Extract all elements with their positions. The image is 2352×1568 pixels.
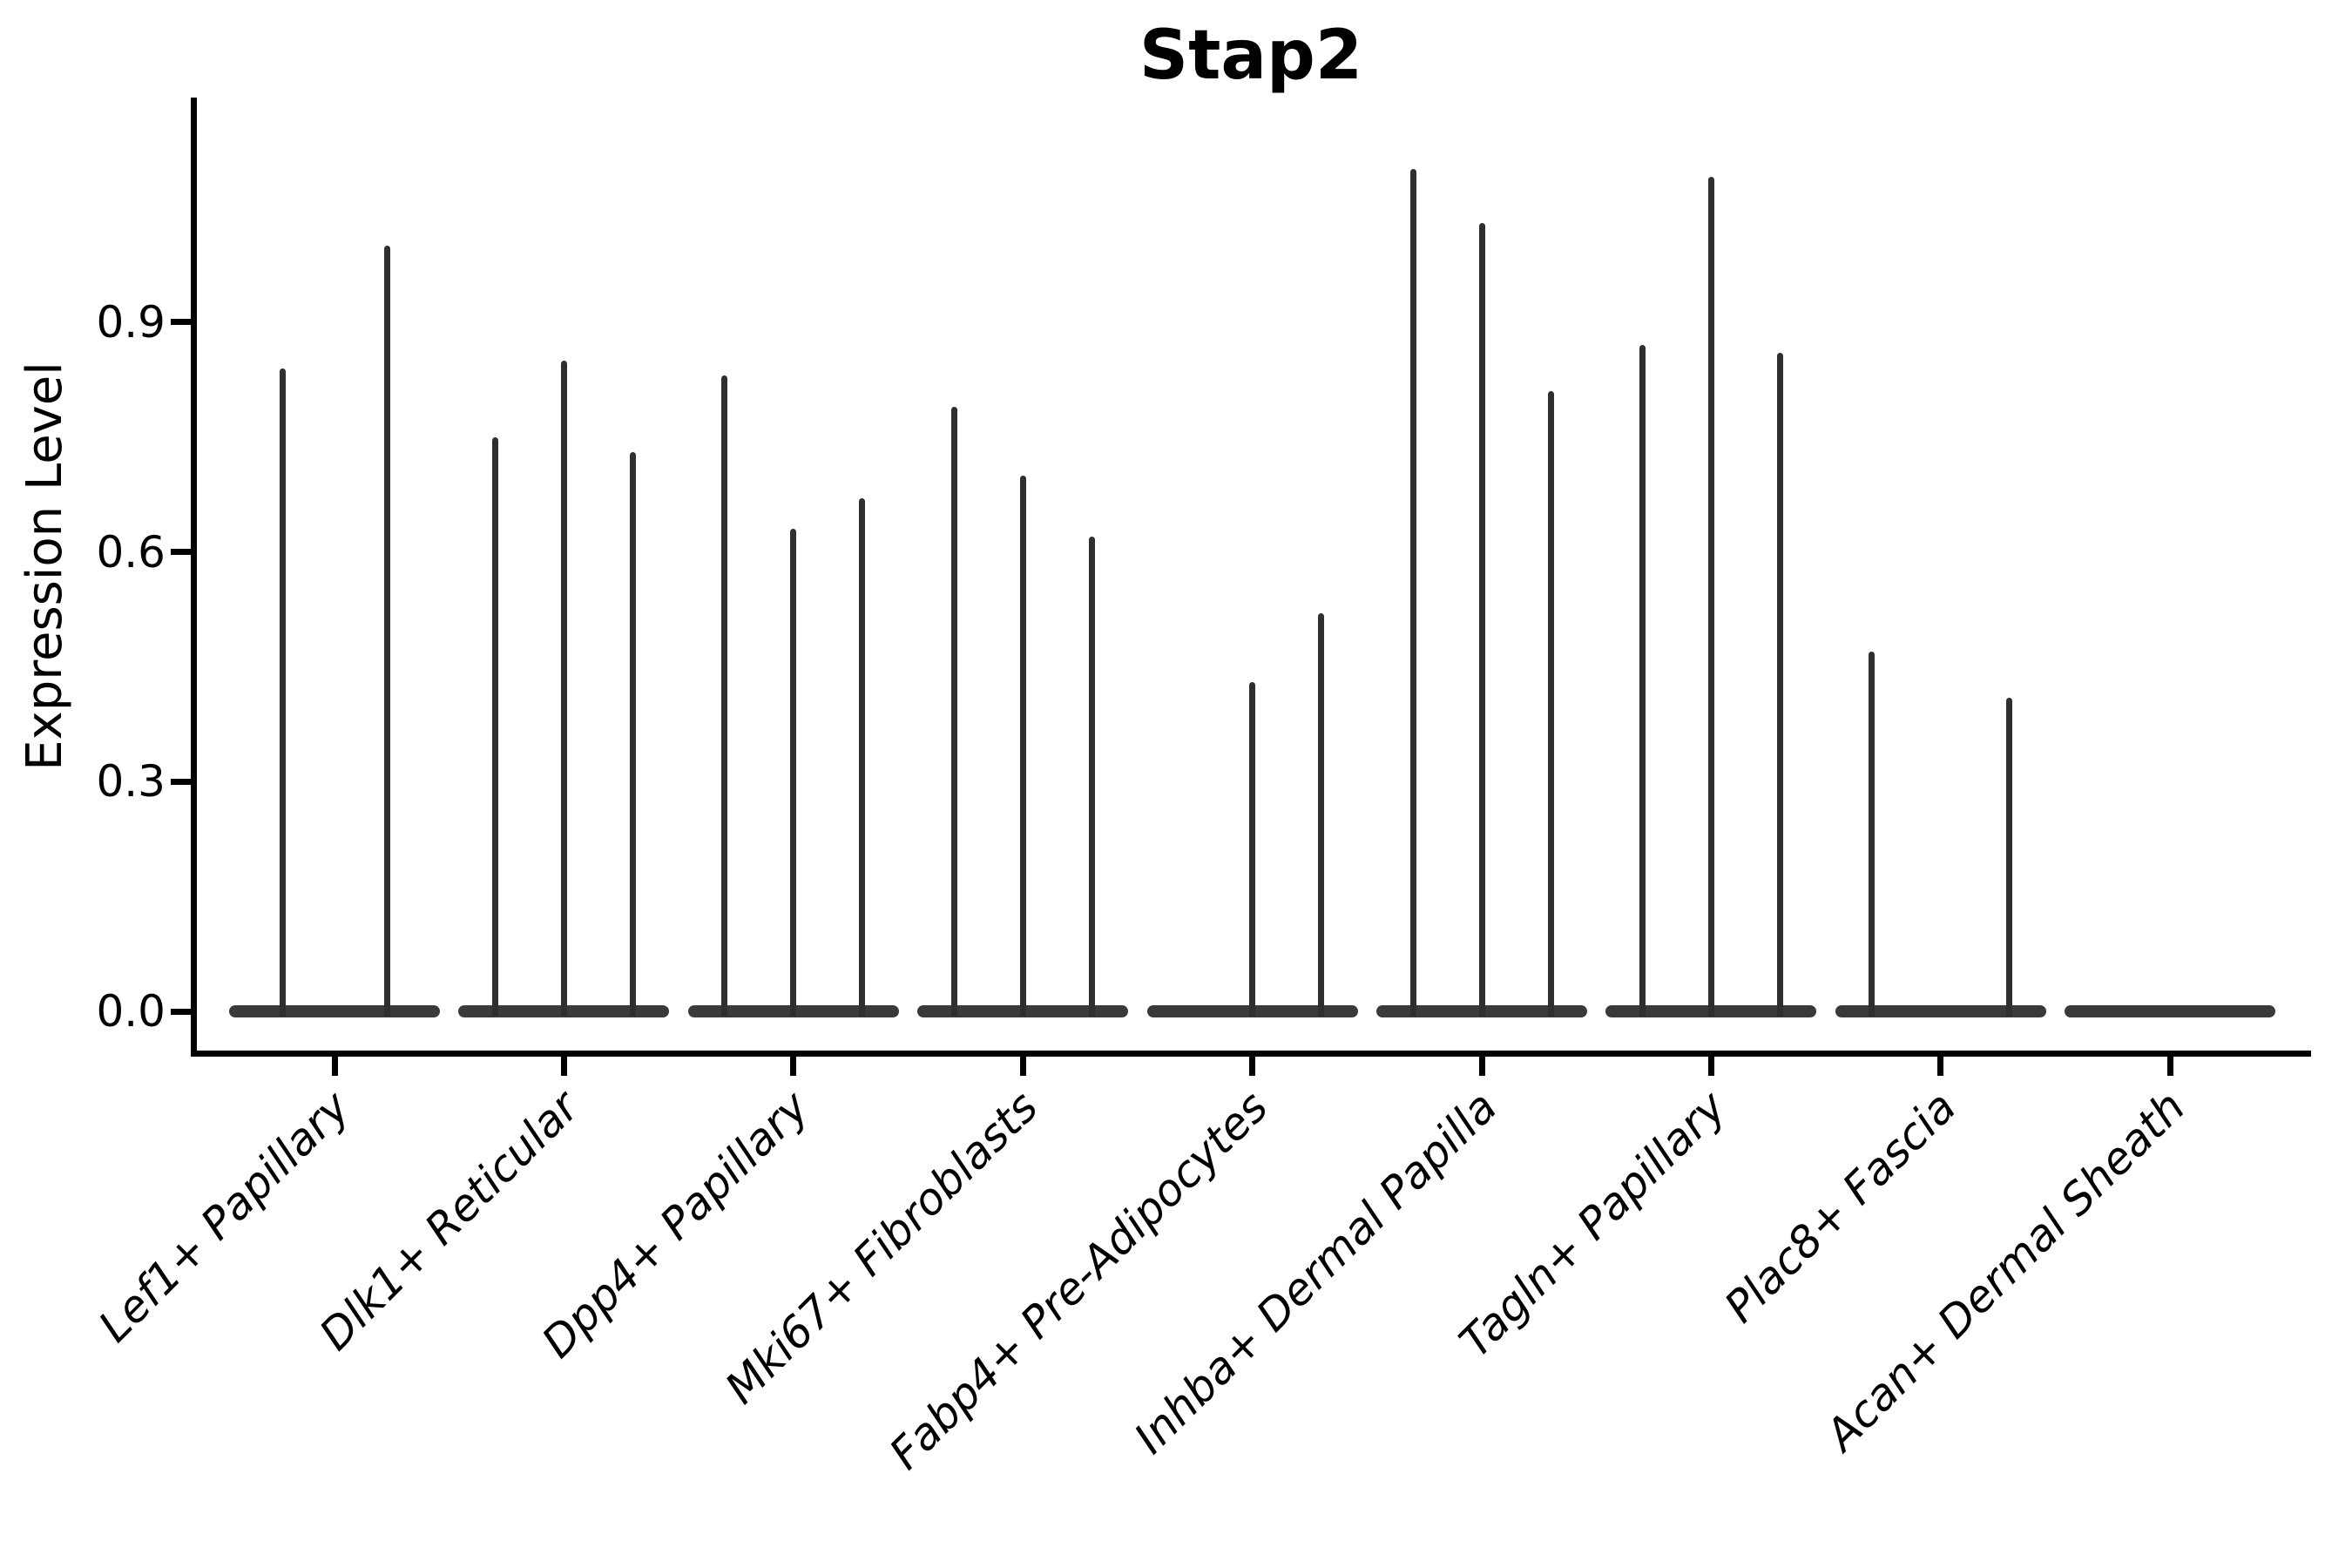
violin-base [2065,1005,2276,1017]
violin-spike [1019,475,1026,1017]
x-tick-mark [331,1057,338,1076]
x-tick-mark [2166,1057,2173,1076]
x-tick-mark [1019,1057,1026,1076]
x-tick-mark [1937,1057,1944,1076]
y-tick-label: 0.9 [96,296,166,348]
violin-spike [1318,612,1325,1017]
violin-spike [2006,697,2013,1017]
violin-base [1835,1005,2046,1017]
x-axis-spine [191,1051,2311,1057]
chart-title: Stap2 [1139,17,1363,95]
x-tick-label: Inhba+ Dermal Papilla [1125,1081,1507,1463]
y-tick-label: 0.0 [96,986,166,1037]
y-tick-mark [171,1008,193,1015]
violin-spike [491,436,498,1017]
violin-spike [790,529,797,1017]
x-tick-mark [790,1057,797,1076]
violin-spike [1707,176,1714,1017]
y-axis-spine [191,98,197,1057]
x-tick-label: Lef1+ Papillary [89,1081,360,1352]
y-tick-label: 0.3 [96,756,166,808]
violin-spike [560,360,567,1017]
x-tick-mark [1249,1057,1256,1076]
x-tick-label: Fabp4+ Pre-Adipocytes [879,1081,1278,1480]
violin-spike [1776,353,1783,1017]
x-tick-mark [1707,1057,1714,1076]
y-tick-mark [171,778,193,785]
y-tick-mark [171,319,193,326]
violin-spike [383,246,390,1017]
violin-spike [279,368,286,1017]
violin-spike [629,452,636,1017]
violin-base [229,1005,440,1017]
y-tick-mark [171,549,193,556]
violin-spike [1639,345,1646,1017]
violin-spike [1409,169,1416,1017]
violin-spike [1869,651,1876,1017]
violin-spike [1249,682,1256,1017]
y-tick-label: 0.6 [96,526,166,578]
violin-spike [950,406,957,1017]
x-tick-mark [1478,1057,1485,1076]
violin-spike [1088,537,1095,1017]
x-tick-mark [560,1057,567,1076]
violin-spike [721,375,728,1017]
x-tick-label: Plac8+ Fascia [1714,1081,1966,1333]
violin-spike [1547,391,1554,1017]
violin-spike [1478,222,1485,1017]
violin-spike [859,498,866,1017]
